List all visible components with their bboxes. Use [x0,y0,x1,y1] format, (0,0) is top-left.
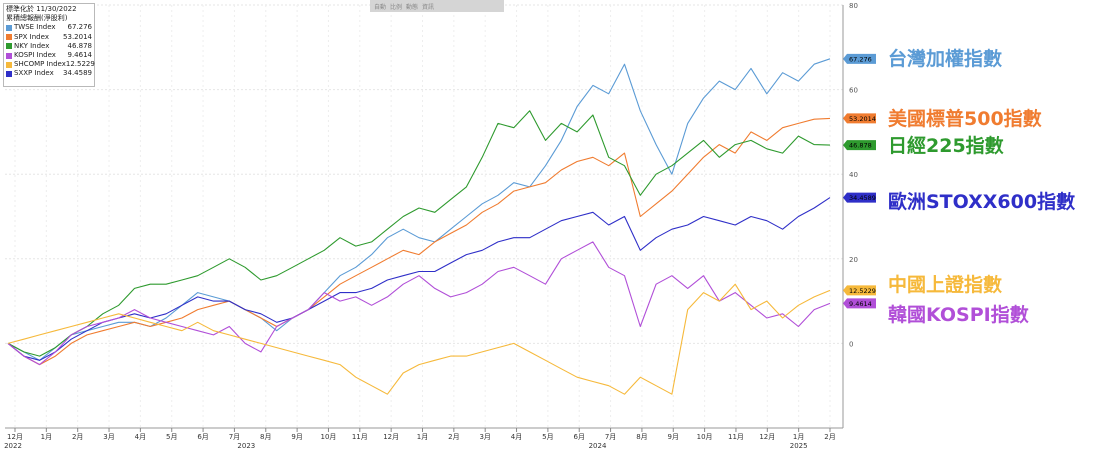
end-value-tag [843,113,876,124]
legend-item-twse: TWSE Index 67.276 [6,23,92,32]
x-tick-label: 3月 [479,433,490,441]
plot-area [5,5,843,428]
x-tick-label: 6月 [573,433,584,441]
legend-header-line2: 累積總報酬(淨股利) [6,14,68,23]
x-tick-label: 5月 [542,433,553,441]
x-tick-label: 1月 [793,433,804,441]
legend-header-line1: 標準化於 11/30/2022 [6,5,77,13]
annotation-shcomp: 中國上證指數 [888,274,1003,296]
toolbar-scale-button[interactable]: 比例 [390,3,403,11]
chart-panel: 0 20 40 60 80 12月 1月 2月 3月 4月 5月 6月 7月 8月 9月 10月 11月 12月 1… [3,0,876,450]
end-value-label: 12.5229 [849,287,876,295]
x-tick-label: 11月 [352,433,368,441]
end-value-tag [843,53,876,64]
series-line-shcomp [7,283,831,395]
x-tick-label: 1月 [417,433,428,441]
x-tick-label: 7月 [605,433,616,441]
series-line-kospi [7,241,831,366]
x-tick-label: 1月 [41,433,52,441]
y-tick-label: 80 [849,2,858,10]
legend-item-name: NKY Index [14,41,50,50]
x-tick-label: 11月 [728,433,744,441]
end-value-label: 9.4614 [849,300,872,308]
annotation-spx: 美國標普500指數 [888,108,1042,130]
legend-swatch [6,43,12,50]
x-tick-label: 8月 [636,433,647,441]
legend-swatch [6,71,12,78]
x-tick-label: 8月 [260,433,271,441]
x-tick-label: 12月 [383,433,399,441]
annotation-nky: 日經225指數 [888,135,1004,157]
x-tick-label: 3月 [103,433,114,441]
series-line-nky [7,110,831,357]
toolbar-dynamic-button[interactable]: 動態 [406,3,419,11]
legend-item-name: KOSPI Index [14,51,56,60]
legend-item-value: 67.276 [67,23,93,32]
x-tick-label: 10月 [321,433,337,441]
legend-item-name: SXXP Index [14,69,54,78]
x-tick-label: 4月 [135,433,146,441]
annotation-kospi: 韓國KOSPI指數 [888,304,1029,326]
end-value-label: 67.276 [849,55,872,63]
legend-item-shcomp: SHCOMP Index 12.5229 [6,60,95,69]
chart-legend: 標準化於 11/30/2022 累積總報酬(淨股利) TWSE Index 67… [3,3,95,87]
x-tick-label: 12月 [7,433,23,441]
legend-item-name: TWSE Index [14,23,56,32]
x-tick-label: 4月 [511,433,522,441]
legend-item-spx: SPX Index 53.2014 [6,33,92,42]
legend-item-sxxp: SXXP Index 34.4589 [6,69,92,78]
y-tick-label: 20 [849,256,858,264]
end-value-label: 46.878 [849,142,872,150]
legend-item-value: 12.5229 [65,60,95,69]
legend-swatch [6,25,12,31]
legend-item-nky: NKY Index 46.878 [6,42,92,51]
legend-item-name: SHCOMP Index [14,60,66,69]
legend-item-kospi: KOSPI Index 9.4614 [6,51,92,60]
end-value-tag [843,140,876,151]
legend-item-value: 34.4589 [63,69,92,78]
end-value-tag [843,192,876,203]
end-value-tag [843,285,876,296]
legend-item-name: SPX Index [14,32,49,41]
legend-item-value: 46.878 [67,41,93,50]
x-tick-label: 10月 [697,433,713,441]
legend-swatch [6,34,12,41]
end-value-tag [843,298,876,309]
x-tick-label: 12月 [759,433,775,441]
x-tick-label: 7月 [229,433,240,441]
end-value-label: 53.2014 [849,115,876,123]
chart-toolbar: 自動 比例 動態 資訊 [370,0,504,12]
x-tick-label: 9月 [668,433,679,441]
x-tick-label: 5月 [166,433,177,441]
annotation-sxxp: 歐洲STOXX600指數 [888,191,1076,213]
legend-item-value: 53.2014 [63,32,92,41]
legend-item-value: 9.4614 [67,51,93,60]
series-line-spx [7,117,831,366]
annotation-twse: 台灣加權指數 [888,48,1003,70]
x-tick-label: 2月 [824,433,835,441]
end-value-label: 34.4589 [849,194,876,202]
legend-swatch [6,61,12,68]
x-year-label: 2022 [4,442,22,450]
toolbar-auto-button[interactable]: 自動 [374,3,387,11]
series-line-sxxp [7,197,831,361]
x-year-label: 2024 [589,442,607,450]
x-tick-label: 2月 [448,433,459,441]
x-year-label: 2025 [790,442,808,450]
x-tick-label: 9月 [291,433,302,441]
x-tick-label: 2月 [72,433,83,441]
legend-swatch [6,52,12,59]
y-tick-label: 0 [849,340,853,348]
x-tick-label: 6月 [197,433,208,441]
toolbar-info-button[interactable]: 資訊 [422,3,435,11]
y-tick-label: 60 [849,87,858,95]
chart-svg: 0 20 40 60 80 12月 1月 2月 3月 4月 5月 6月 7月 8月 9月 10月 11月 12月 1… [4,2,876,450]
x-year-label: 2023 [237,442,255,450]
y-tick-label: 40 [849,171,858,179]
